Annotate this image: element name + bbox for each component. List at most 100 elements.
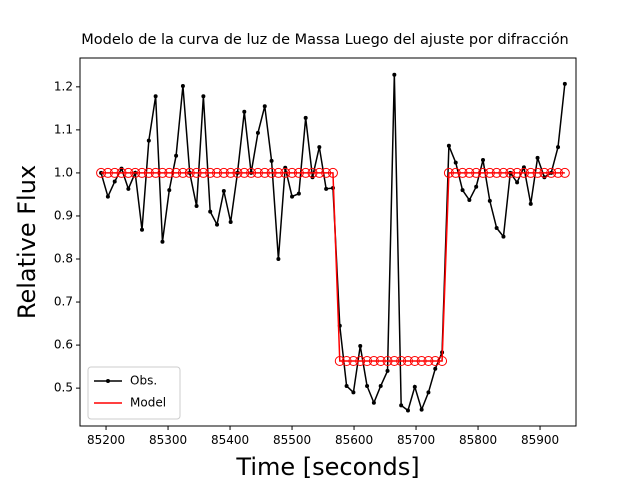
data-point xyxy=(396,356,407,367)
data-point xyxy=(218,167,229,178)
data-point xyxy=(262,104,267,109)
data-point xyxy=(146,138,151,143)
data-point xyxy=(232,167,243,178)
data-point xyxy=(205,167,216,178)
data-point xyxy=(287,167,298,178)
legend-label: Model xyxy=(130,396,166,410)
data-point xyxy=(280,167,291,178)
data-point xyxy=(259,167,270,178)
data-point xyxy=(344,383,349,388)
data-point xyxy=(443,167,454,178)
data-point xyxy=(433,366,438,371)
x-tick-label: 85900 xyxy=(521,433,559,447)
data-point xyxy=(201,94,206,99)
data-point xyxy=(478,167,488,178)
data-point xyxy=(368,356,379,367)
data-point xyxy=(405,408,410,413)
data-point xyxy=(385,368,390,373)
data-point xyxy=(177,167,188,178)
legend-label: Obs. xyxy=(130,374,157,388)
data-point xyxy=(242,109,247,114)
data-point xyxy=(105,194,110,199)
data-point xyxy=(180,83,185,88)
data-point xyxy=(324,186,329,191)
y-tick-label: 1.1 xyxy=(54,122,73,136)
x-tick-label: 85800 xyxy=(459,433,497,447)
x-tick-label: 85600 xyxy=(335,433,373,447)
data-point xyxy=(375,356,386,367)
data-point xyxy=(460,188,465,193)
data-point xyxy=(348,356,359,367)
data-point xyxy=(446,143,451,148)
data-point xyxy=(221,188,226,193)
legend: Obs. Model xyxy=(87,366,181,420)
data-point xyxy=(246,167,257,178)
data-point xyxy=(194,204,199,209)
data-point xyxy=(430,356,441,367)
x-axis-label: Time [seconds] xyxy=(235,453,419,480)
y-axis-label: Relative Flux xyxy=(13,165,41,319)
data-point xyxy=(296,191,301,196)
data-point xyxy=(487,198,492,203)
data-point xyxy=(515,180,520,185)
y-tick-label: 1.0 xyxy=(54,165,73,179)
data-point xyxy=(334,356,345,367)
data-point xyxy=(539,167,550,178)
plot-area xyxy=(96,72,570,413)
data-point xyxy=(450,167,461,178)
data-point xyxy=(392,72,397,77)
data-point xyxy=(153,94,158,99)
data-point xyxy=(501,234,506,239)
data-point xyxy=(365,383,370,388)
data-point xyxy=(191,167,202,178)
data-point xyxy=(355,356,366,367)
data-point xyxy=(303,115,308,120)
data-point xyxy=(276,257,281,262)
y-tick-label: 1.2 xyxy=(54,79,73,93)
chart-title: Modelo de la curva de luz de Massa Luego… xyxy=(81,32,569,48)
legend-marker xyxy=(106,379,110,383)
data-point xyxy=(137,167,147,178)
data-point xyxy=(512,167,523,178)
data-point xyxy=(215,222,220,227)
data-point xyxy=(269,158,274,163)
data-point xyxy=(453,160,458,165)
data-point xyxy=(437,356,448,367)
y-tick-label: 0.5 xyxy=(54,381,73,395)
data-point xyxy=(266,167,277,178)
data-point xyxy=(389,356,400,367)
data-point xyxy=(481,158,485,163)
x-tick-label: 85500 xyxy=(273,433,311,447)
data-point xyxy=(419,407,424,412)
data-point xyxy=(171,167,182,178)
data-point xyxy=(130,167,141,178)
data-point xyxy=(96,167,107,178)
data-point xyxy=(160,239,165,244)
data-point xyxy=(255,130,260,135)
data-point xyxy=(307,167,318,178)
data-point xyxy=(562,81,567,86)
data-point xyxy=(464,167,475,178)
data-point xyxy=(423,356,434,367)
data-point xyxy=(532,167,543,178)
data-point xyxy=(317,145,322,150)
y-tick-label: 0.6 xyxy=(54,338,73,352)
data-point xyxy=(252,167,263,178)
data-point xyxy=(528,201,533,206)
data-point xyxy=(321,167,332,178)
data-point xyxy=(300,167,311,178)
data-point xyxy=(351,390,356,395)
data-point xyxy=(212,167,223,178)
data-point xyxy=(174,153,179,158)
data-point xyxy=(371,400,376,405)
data-point xyxy=(314,167,325,178)
data-point xyxy=(102,167,113,178)
data-point xyxy=(525,167,536,178)
data-point xyxy=(239,167,250,178)
data-point xyxy=(228,219,233,224)
data-point xyxy=(123,167,134,178)
y-tick-label: 0.9 xyxy=(54,208,73,222)
y-tick-label: 0.7 xyxy=(54,295,73,309)
